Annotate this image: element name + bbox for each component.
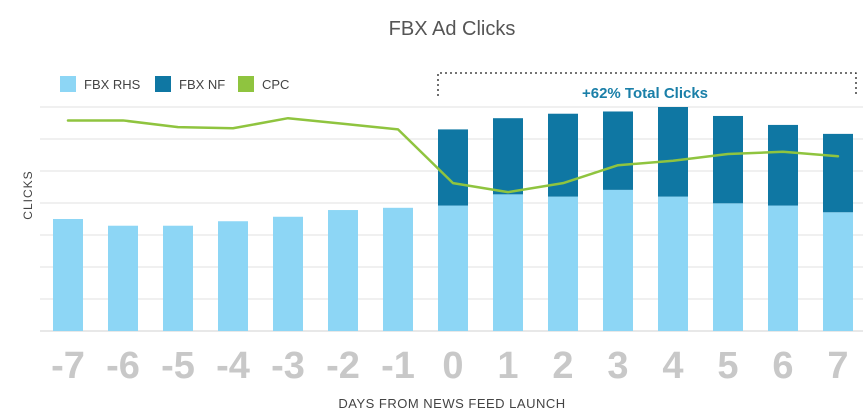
bar-fbx-nf	[823, 133, 853, 213]
bar-fbx-rhs	[218, 221, 248, 331]
bar-fbx-nf	[768, 124, 798, 206]
x-tick-label: 5	[717, 345, 738, 387]
x-tick-label: -5	[161, 345, 195, 387]
x-tick-label: -4	[216, 345, 250, 387]
bar-fbx-nf	[603, 111, 633, 190]
bar-fbx-rhs	[273, 216, 303, 331]
x-axis-label: DAYS FROM NEWS FEED LAUNCH	[338, 396, 565, 411]
legend-label-fbx-rhs: FBX RHS	[84, 77, 141, 92]
x-tick-label: 0	[442, 345, 463, 387]
legend-swatch-fbx-rhs	[60, 76, 76, 92]
bar-fbx-rhs	[53, 219, 83, 331]
bar-fbx-nf	[438, 129, 468, 206]
x-tick-label: 2	[552, 345, 573, 387]
x-tick-label: 3	[607, 345, 628, 387]
bar-fbx-nf	[658, 107, 688, 197]
y-axis-label: CLICKS	[21, 170, 35, 219]
bar-fbx-rhs	[383, 207, 413, 331]
x-tick-label: -3	[271, 345, 305, 387]
x-tick-labels: -7 -6 -5 -4 -3 -2 -1 0 1 2 3 4 5 6 7	[51, 345, 848, 387]
bar-fbx-rhs	[548, 196, 578, 331]
bar-fbx-rhs	[108, 225, 138, 331]
annotation-bracket	[437, 72, 857, 96]
bars	[53, 107, 853, 331]
bar-fbx-rhs	[768, 205, 798, 331]
x-tick-label: -1	[381, 345, 415, 387]
x-tick-label: 6	[772, 345, 793, 387]
bar-fbx-nf	[493, 118, 523, 195]
legend-label-fbx-nf: FBX NF	[179, 77, 225, 92]
cpc-line-group	[66, 116, 840, 194]
bar-fbx-rhs	[163, 225, 193, 331]
bar-fbx-rhs	[493, 194, 523, 331]
bar-fbx-rhs	[438, 205, 468, 331]
annotation-text: +62% Total Clicks	[582, 85, 708, 102]
bar-fbx-rhs	[713, 203, 743, 331]
bar-fbx-rhs	[328, 210, 358, 331]
legend-label-cpc: CPC	[262, 77, 289, 92]
x-tick-label: -2	[326, 345, 360, 387]
legend: FBX RHS FBX NF CPC	[60, 76, 289, 92]
bar-fbx-rhs	[823, 212, 853, 331]
chart-title: FBX Ad Clicks	[389, 18, 516, 40]
bar-fbx-nf	[713, 115, 743, 204]
x-tick-label: 4	[662, 345, 683, 387]
x-tick-label: -6	[106, 345, 140, 387]
legend-swatch-cpc	[238, 76, 254, 92]
bar-fbx-rhs	[658, 196, 688, 331]
x-tick-label: 7	[827, 345, 848, 387]
x-tick-label: -7	[51, 345, 85, 387]
bar-fbx-rhs	[603, 189, 633, 331]
x-tick-label: 1	[497, 345, 518, 387]
cpc-line	[66, 116, 840, 194]
legend-swatch-fbx-nf	[155, 76, 171, 92]
